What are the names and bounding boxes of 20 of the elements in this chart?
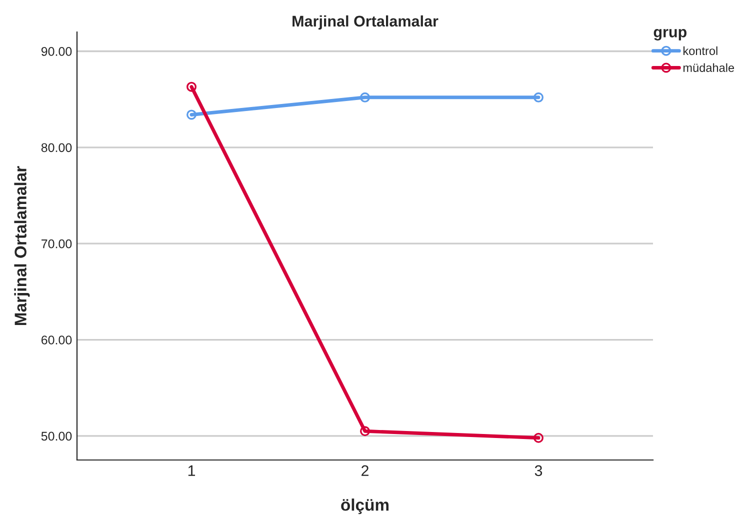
x-tick-label: 2: [362, 465, 368, 476]
y-tick-label: 90.00: [41, 47, 72, 56]
x-axis-title: ölçüm: [341, 498, 389, 514]
chart-title: Marjinal Ortalamalar: [292, 15, 438, 30]
point: [533, 432, 544, 443]
point: [533, 92, 544, 102]
y-tick-label: 50.00: [41, 432, 72, 441]
point: [186, 82, 197, 92]
point: [186, 110, 197, 120]
x-tick-label: 1: [188, 465, 196, 476]
point: [360, 92, 370, 102]
y-tick-label: 60.00: [41, 336, 72, 344]
legend-title: grup: [654, 29, 686, 40]
x-tick-label: 3: [534, 465, 542, 476]
y-tick-label: 70.00: [42, 239, 72, 248]
point: [360, 426, 370, 436]
legend-label: müdahale: [683, 63, 734, 72]
y-tick-label: 80.00: [41, 143, 72, 152]
legend-label: kontrol: [683, 46, 718, 56]
y-axis-title: Marjinal Ortalamalar: [14, 166, 30, 326]
